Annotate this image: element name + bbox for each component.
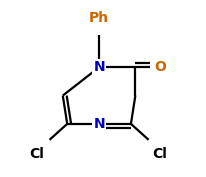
Text: Ph: Ph [89, 11, 109, 25]
Text: N: N [93, 60, 104, 74]
Text: Cl: Cl [152, 147, 167, 161]
Text: N: N [93, 117, 104, 131]
Text: O: O [153, 60, 165, 74]
Text: Cl: Cl [29, 147, 43, 161]
